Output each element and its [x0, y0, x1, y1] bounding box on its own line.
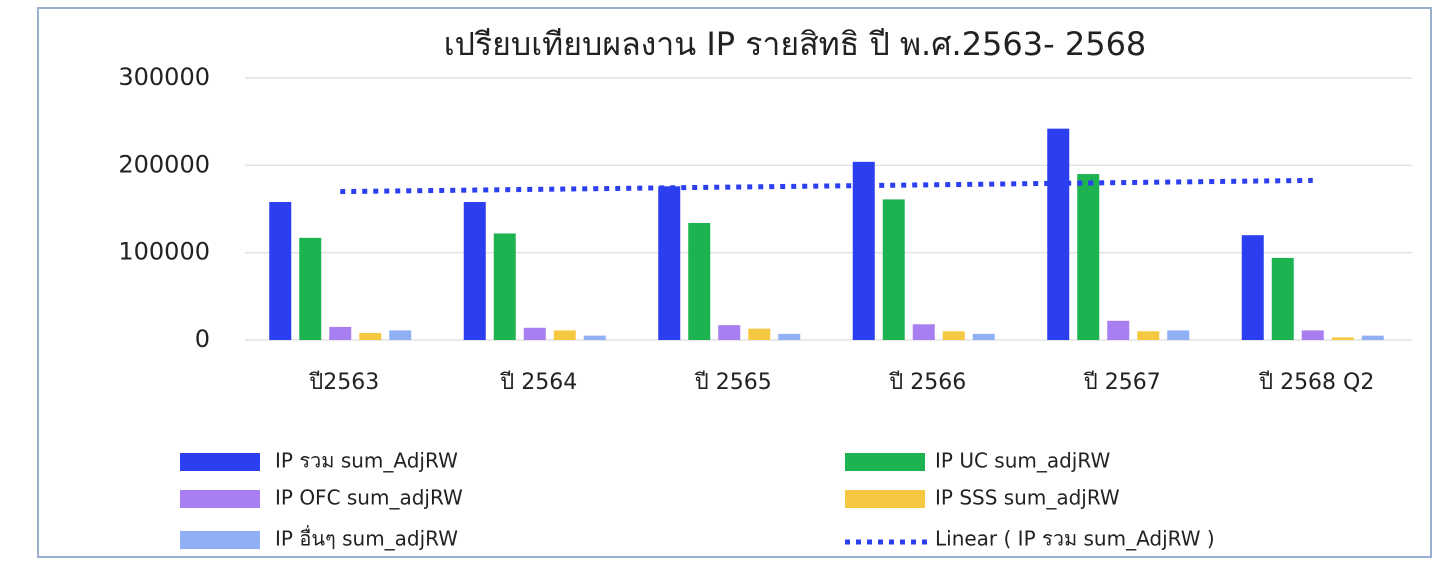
- y-tick-label: 100000: [118, 238, 210, 266]
- bar: [1077, 174, 1100, 340]
- legend-swatch: [845, 453, 925, 471]
- legend-label: IP SSS sum_adjRW: [935, 486, 1120, 510]
- bar: [852, 161, 875, 340]
- bar: [1107, 320, 1130, 340]
- chart-frame: [37, 7, 1432, 558]
- legend-label: Linear ( IP รวม sum_AdjRW ): [935, 527, 1215, 551]
- bar: [359, 333, 382, 340]
- bar: [1167, 330, 1190, 340]
- bar: [1271, 257, 1294, 340]
- bar: [389, 330, 412, 340]
- y-tick-label: 0: [195, 325, 210, 353]
- bar: [1137, 331, 1160, 340]
- x-tick-label: ปี 2564: [499, 370, 577, 395]
- y-tick-label: 300000: [118, 63, 210, 91]
- bar: [463, 202, 486, 340]
- bar: [329, 326, 352, 340]
- bar: [882, 199, 905, 340]
- chart-title: เปรียบเทียบผลงาน IP รายสิทธิ ปี พ.ศ.2563…: [444, 25, 1147, 63]
- legend-label: IP UC sum_adjRW: [935, 449, 1110, 473]
- bar: [912, 324, 935, 340]
- x-tick-label: ปี 2568 Q2: [1258, 370, 1374, 395]
- x-tick-label: ปี 2565: [694, 370, 772, 395]
- bar: [269, 202, 292, 340]
- legend-swatch: [180, 531, 260, 549]
- legend-label: IP OFC sum_adjRW: [275, 486, 463, 510]
- bar: [299, 237, 322, 340]
- y-tick-label: 200000: [118, 150, 210, 178]
- bar: [1301, 330, 1324, 340]
- bar: [1047, 128, 1070, 340]
- trendline: [340, 177, 1313, 195]
- bar: [658, 186, 681, 340]
- bar: [778, 333, 801, 340]
- bar: [553, 330, 576, 340]
- x-tick-label: ปี 2566: [888, 370, 966, 395]
- bar: [942, 331, 965, 340]
- legend-label: IP อื่นๆ sum_adjRW: [275, 525, 458, 551]
- bar: [718, 325, 741, 340]
- bar: [1361, 335, 1384, 340]
- x-tick-label: ปี 2567: [1083, 370, 1161, 395]
- x-tick-label: ปี2563: [308, 370, 379, 395]
- bar: [1331, 337, 1354, 340]
- bar: [523, 327, 546, 340]
- bar: [583, 335, 606, 340]
- bar: [748, 328, 771, 340]
- legend-swatch: [845, 490, 925, 508]
- bar: [493, 233, 516, 340]
- bar: [972, 333, 995, 340]
- bar: [1241, 235, 1264, 340]
- legend-label: IP รวม sum_AdjRW: [275, 449, 458, 473]
- legend-swatch: [180, 453, 260, 471]
- legend-swatch: [180, 490, 260, 508]
- bar: [688, 222, 711, 340]
